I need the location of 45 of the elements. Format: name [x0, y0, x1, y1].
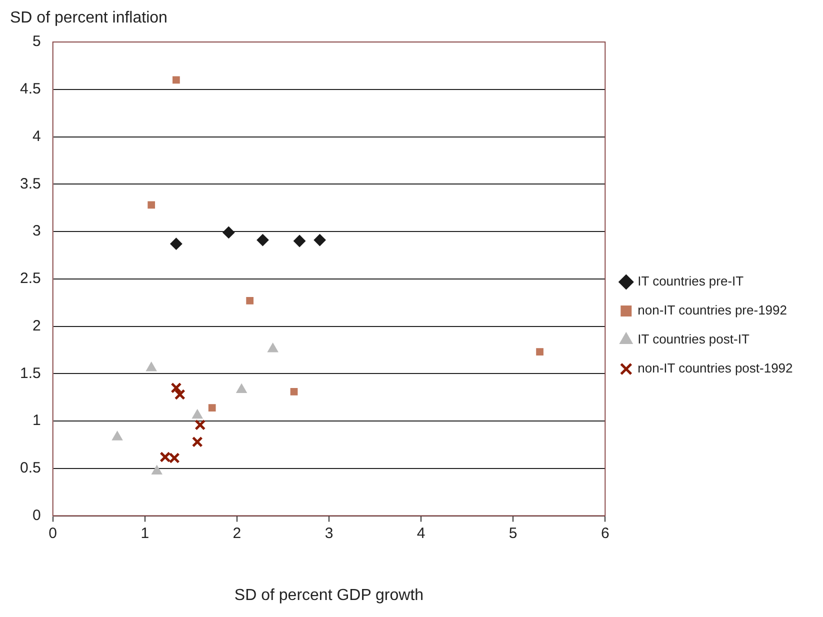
x-tick-label: 4 — [416, 524, 426, 542]
point — [168, 452, 180, 464]
point — [194, 419, 206, 430]
point — [314, 234, 326, 246]
point — [256, 234, 269, 246]
point — [172, 76, 180, 84]
y-tick-label: 1.5 — [20, 364, 41, 382]
x-tick-label: 2 — [232, 524, 242, 542]
point — [192, 436, 203, 448]
x-tick-label: 3 — [324, 524, 334, 542]
y-tick-label: 5 — [32, 33, 41, 50]
point — [246, 297, 254, 304]
point — [536, 348, 544, 356]
y-tick-label: 4 — [32, 128, 41, 145]
point — [208, 404, 216, 412]
point — [290, 388, 298, 396]
y-tick-label: 0 — [32, 506, 41, 524]
point — [268, 343, 278, 352]
x-tick-label: 6 — [600, 524, 610, 542]
y-tick-label: 4.5 — [20, 80, 41, 98]
y-tick-label: 3.5 — [20, 175, 41, 192]
legend-label: non-IT countries post-1992 — [638, 360, 793, 376]
point — [192, 409, 203, 419]
point — [294, 234, 306, 247]
x-axis-title: SD of percent GDP growth — [234, 586, 424, 604]
point — [146, 362, 157, 372]
point — [222, 226, 235, 238]
legend-label: IT countries post-IT — [638, 332, 750, 347]
y-axis-title: SD of percent inflation — [10, 9, 168, 26]
y-tick-label: 2.5 — [20, 270, 41, 288]
point — [170, 238, 182, 250]
point — [112, 431, 123, 440]
y-tick-label: 3 — [32, 222, 41, 240]
point — [236, 384, 247, 394]
y-tick-label: 1 — [32, 412, 41, 430]
legend-label: IT countries pre-IT — [638, 274, 744, 289]
y-tick-label: 2 — [32, 317, 41, 334]
point — [148, 201, 156, 209]
legend-label: non-IT countries pre-1992 — [638, 302, 787, 318]
y-tick-label: 0.5 — [20, 460, 41, 477]
point — [152, 465, 162, 475]
x-tick-label: 1 — [140, 524, 150, 542]
point — [160, 452, 171, 463]
x-tick-label: 0 — [48, 524, 58, 542]
x-tick-label: 5 — [508, 524, 518, 542]
